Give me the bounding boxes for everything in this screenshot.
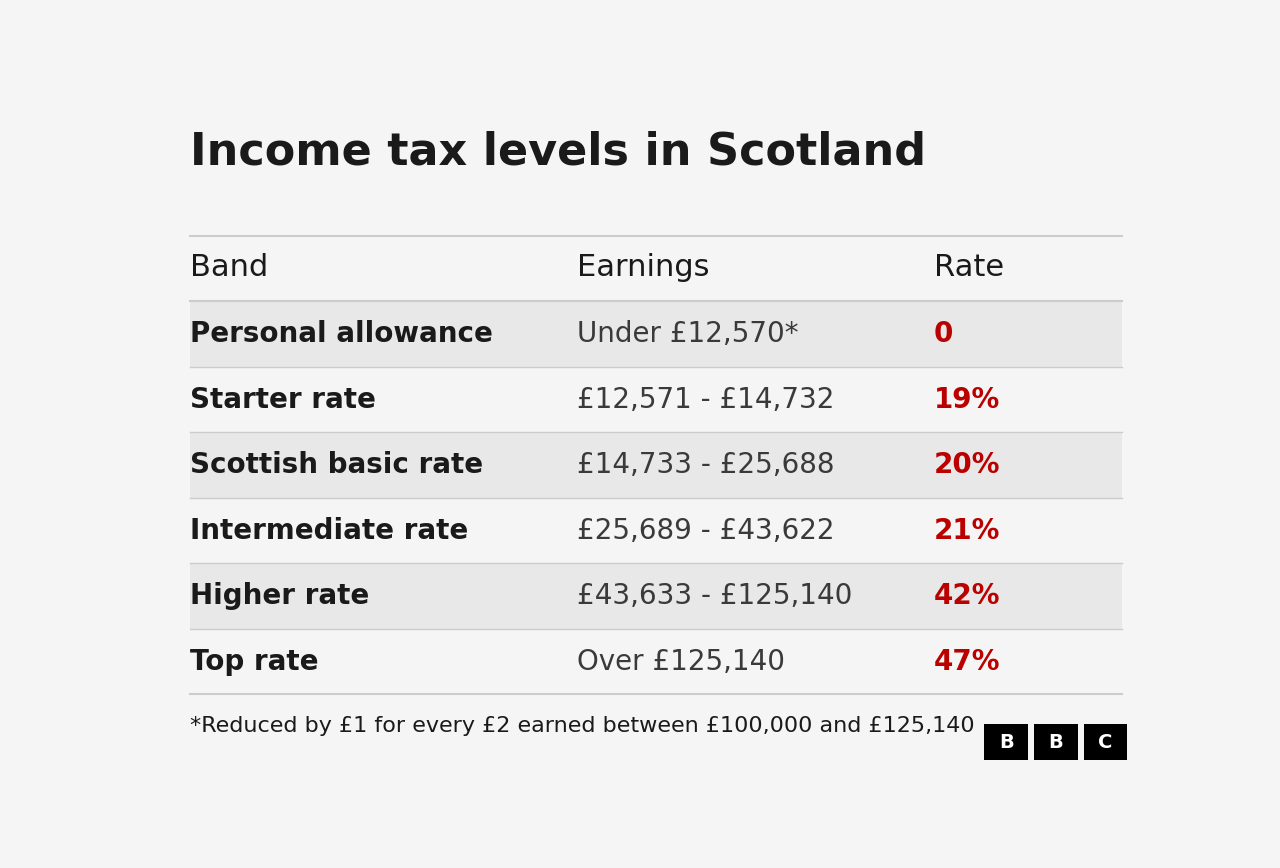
- Text: Rate: Rate: [934, 253, 1004, 282]
- Text: Earnings: Earnings: [576, 253, 709, 282]
- Text: Personal allowance: Personal allowance: [189, 320, 493, 348]
- Text: B: B: [1048, 733, 1064, 752]
- Bar: [189, 498, 1123, 563]
- Text: *Reduced by £1 for every £2 earned between £100,000 and £125,140: *Reduced by £1 for every £2 earned betwe…: [189, 716, 974, 736]
- Text: Starter rate: Starter rate: [189, 385, 375, 413]
- Text: Under £12,570*: Under £12,570*: [576, 320, 799, 348]
- Text: Intermediate rate: Intermediate rate: [189, 516, 468, 544]
- Text: Scottish basic rate: Scottish basic rate: [189, 451, 483, 479]
- Bar: [189, 432, 1123, 498]
- Text: 21%: 21%: [934, 516, 1000, 544]
- Text: B: B: [998, 733, 1014, 752]
- Bar: [984, 724, 1028, 760]
- Bar: [1084, 724, 1128, 760]
- Text: Over £125,140: Over £125,140: [576, 648, 785, 675]
- Text: 42%: 42%: [934, 582, 1000, 610]
- Text: Higher rate: Higher rate: [189, 582, 369, 610]
- Text: Income tax levels in Scotland: Income tax levels in Scotland: [189, 131, 925, 174]
- Text: 47%: 47%: [934, 648, 1000, 675]
- Text: Top rate: Top rate: [189, 648, 319, 675]
- Text: 19%: 19%: [934, 385, 1000, 413]
- Text: £14,733 - £25,688: £14,733 - £25,688: [576, 451, 835, 479]
- Text: £12,571 - £14,732: £12,571 - £14,732: [576, 385, 835, 413]
- Bar: [189, 628, 1123, 694]
- Bar: [189, 563, 1123, 628]
- Text: 0: 0: [934, 320, 954, 348]
- Text: Band: Band: [189, 253, 268, 282]
- Text: 20%: 20%: [934, 451, 1000, 479]
- Text: £43,633 - £125,140: £43,633 - £125,140: [576, 582, 852, 610]
- Text: £25,689 - £43,622: £25,689 - £43,622: [576, 516, 835, 544]
- Bar: [1034, 724, 1078, 760]
- Bar: [189, 301, 1123, 367]
- Text: C: C: [1098, 733, 1112, 752]
- Bar: [189, 367, 1123, 432]
